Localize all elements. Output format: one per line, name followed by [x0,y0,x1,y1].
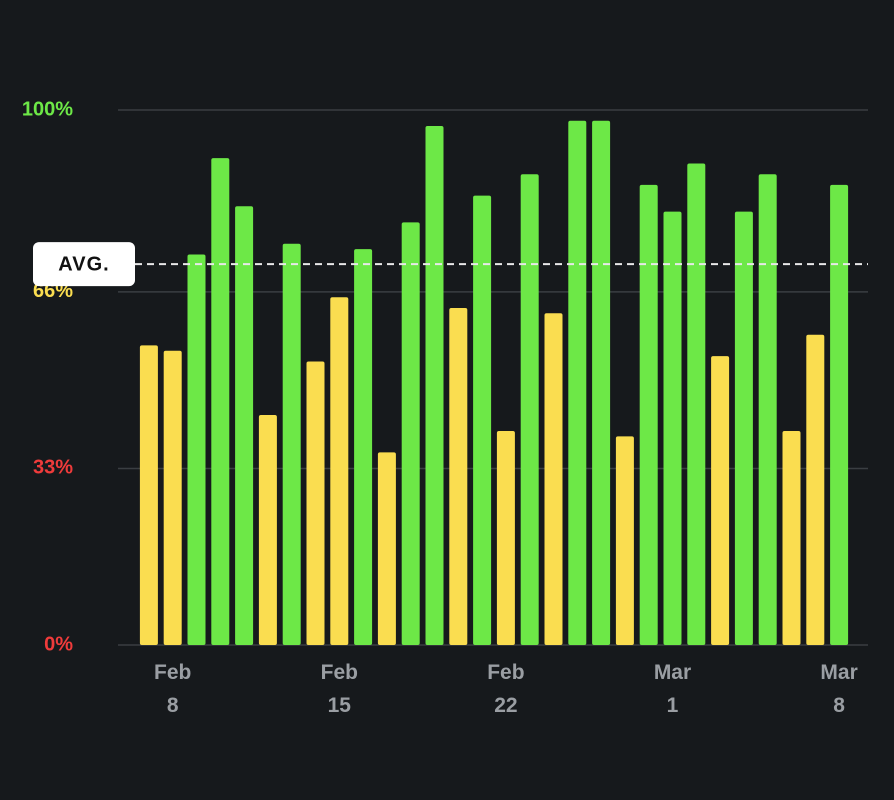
x-tick-line: Feb [154,661,191,684]
bar [734,211,753,645]
bar [187,254,206,645]
x-tick-line: Mar [820,661,857,684]
x-tick-line: 8 [833,694,845,717]
y-tick-label: 0% [44,633,73,655]
y-tick-label: 100% [22,98,73,120]
bar [235,206,254,646]
x-tick-line: 1 [667,694,679,717]
x-tick-line: 22 [494,694,517,717]
average-label: AVG. [58,253,109,275]
bar [282,243,301,645]
bar [425,126,444,646]
x-tick-line: Mar [654,661,691,684]
average-badge [33,242,135,287]
bar [496,431,515,645]
bar [401,222,420,645]
x-tick-label: Feb 15 [321,661,358,717]
bar [782,431,801,645]
bar [758,174,777,645]
x-tick-line: Feb [321,661,358,684]
bar [687,163,706,645]
x-tick-line: Feb [487,661,524,684]
bar [711,356,730,645]
bar [211,158,230,645]
bar [830,184,849,645]
bar [568,120,587,645]
bar [306,361,325,645]
x-tick-line: 8 [167,694,179,717]
bar [258,414,277,645]
bar [139,345,158,645]
bar [377,452,396,645]
y-tick-label: 33% [33,457,73,479]
bar [163,350,182,645]
bar [592,120,611,645]
bar [449,307,468,645]
bar [806,334,825,645]
x-tick-label: Mar 1 [654,661,691,717]
bar [544,313,563,645]
bar [615,436,634,645]
x-tick-label: Feb 8 [154,661,191,717]
bar [354,249,373,645]
x-tick-line: 15 [328,694,352,717]
bar [639,184,658,645]
x-tick-label: Mar 8 [820,661,857,717]
x-tick-label: Feb 22 [487,661,524,717]
bar [330,297,349,645]
bar [520,174,539,645]
bar [663,211,682,645]
bar [473,195,492,645]
